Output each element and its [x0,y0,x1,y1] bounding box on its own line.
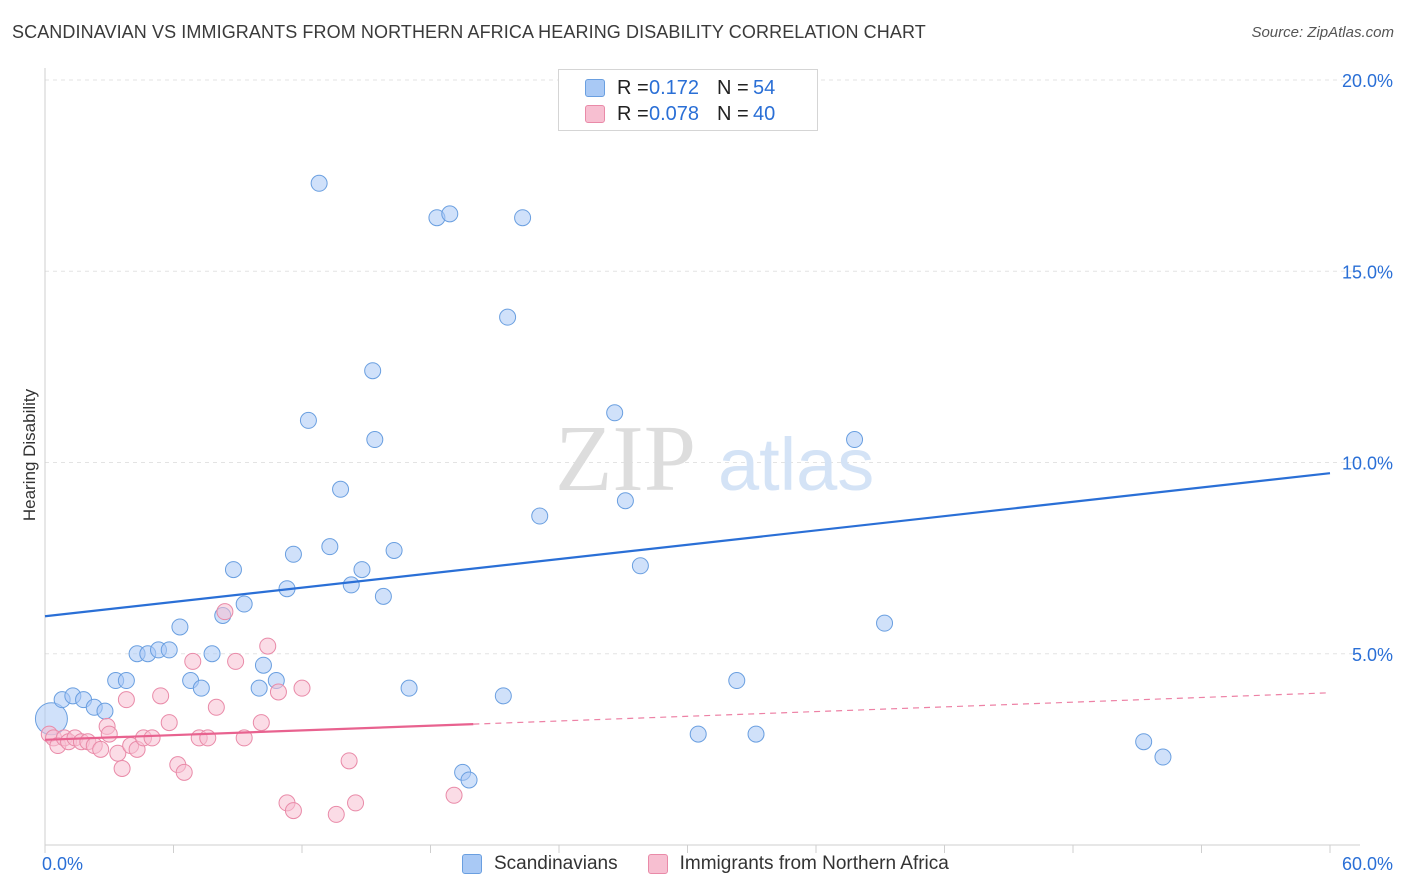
legend-swatch-pink [585,105,605,123]
point-immigrant [284,802,302,820]
point-scandinavian [192,679,210,697]
point-scandinavian [321,538,339,556]
point-immigrant [175,763,193,781]
point-immigrant [347,794,365,812]
point-scandinavian [499,308,517,326]
x-tick-label: 0.0% [42,854,83,874]
y-tick-label: 20.0% [1342,71,1393,91]
point-scandinavian [1135,733,1153,751]
point-immigrant [445,786,463,804]
chart-title: SCANDINAVIAN VS IMMIGRANTS FROM NORTHERN… [12,22,926,42]
point-scandinavian [876,614,894,632]
point-immigrant [327,805,345,823]
legend-n-label: N = [717,76,749,99]
y-tick-label: 15.0% [1342,262,1393,282]
point-scandinavian [689,725,707,743]
legend-n-value: 54 [753,76,776,99]
point-immigrant [92,740,110,758]
point-scandinavian [460,771,478,789]
point-scandinavian [203,645,221,663]
legend-r-label: R = [617,76,649,99]
point-scandinavian [514,209,532,227]
legend-label-scandinavians: Scandinavians [494,853,618,874]
gridlines [45,79,1360,655]
y-tick-label: 10.0% [1342,454,1393,474]
stats-legend: R = 0.172 N = 54 R = 0.078 N = 40 [558,69,818,131]
legend-item-immigrants[interactable]: Immigrants from Northern Africa [647,853,949,875]
point-scandinavian [385,541,403,559]
point-immigrant [152,687,170,705]
legend-r-value: 0.172 [649,76,700,99]
trend-line-scandinavians [44,472,1331,618]
point-immigrant [143,729,161,747]
legend-label-immigrants: Immigrants from Northern Africa [679,853,949,874]
point-scandinavian [342,576,360,594]
point-immigrant [207,698,225,716]
point-scandinavian [96,702,114,720]
point-scandinavian [531,507,549,525]
point-immigrant [117,691,135,709]
point-scandinavian [117,672,135,690]
point-scandinavian [171,618,189,636]
point-immigrant [259,637,277,655]
point-immigrant [184,652,202,670]
legend-swatch-pink [647,854,668,874]
trend-line-immigrants-extrapolated [473,692,1331,725]
point-scandinavian [366,431,384,449]
legend-swatch-blue [462,854,482,874]
legend-r-value: 0.078 [649,102,700,125]
point-scandinavian [606,404,624,422]
point-scandinavian [332,480,350,498]
y-axis-label: Hearing Disability [20,388,39,522]
x-tick-label: 60.0% [1342,854,1393,874]
point-scandinavian [1154,748,1172,766]
legend-row-immigrants: R = 0.078 N = 40 [585,102,775,126]
point-immigrant [340,752,358,770]
point-immigrant [160,714,178,732]
point-scandinavian [310,174,328,192]
point-scandinavian [494,687,512,705]
legend-r-label: R = [617,102,649,125]
point-immigrant [227,652,245,670]
point-scandinavian [728,672,746,690]
point-scandinavian [631,557,649,575]
point-scandinavian [374,587,392,605]
legend-item-scandinavians[interactable]: Scandinavians [462,853,618,875]
point-scandinavian [235,595,253,613]
point-scandinavian [846,431,864,449]
point-scandinavian [400,679,418,697]
watermark: ZIP atlas [555,407,874,511]
point-scandinavian [284,545,302,563]
legend-n-label: N = [717,102,749,125]
point-scandinavian [299,411,317,429]
point-immigrant [235,729,253,747]
point-immigrant [269,683,287,701]
point-scandinavian [254,656,272,674]
point-immigrant [199,729,217,747]
legend-row-scandinavians: R = 0.172 N = 54 [585,76,775,100]
point-scandinavian [364,362,382,380]
point-scandinavian [441,205,459,223]
point-scandinavian [160,641,178,659]
series-legend: Scandinavians Immigrants from Northern A… [462,853,979,875]
point-immigrant [113,760,131,777]
point-scandinavian [353,561,371,579]
data-points [34,71,1172,823]
point-scandinavian [616,492,634,510]
point-scandinavian [747,725,765,743]
point-immigrant [293,679,311,697]
source-label: Source: ZipAtlas.com [1251,24,1394,41]
legend-swatch-blue [585,79,605,97]
point-scandinavian [224,561,242,579]
point-immigrant [252,714,270,732]
y-tick-label: 5.0% [1352,645,1393,665]
point-immigrant [216,603,234,621]
trend-lines [44,472,1331,741]
point-immigrant [100,725,118,743]
point-scandinavian [250,679,268,697]
trend-line-immigrants [44,723,474,741]
legend-n-value: 40 [753,102,776,125]
tick-labels: 5.0% 10.0% 15.0% 20.0% 0.0% 60.0% [42,71,1393,874]
